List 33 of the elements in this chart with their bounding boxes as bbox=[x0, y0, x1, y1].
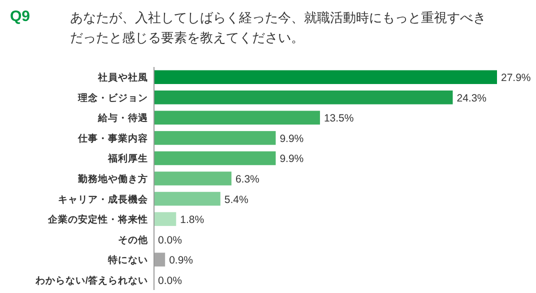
bar bbox=[154, 192, 220, 206]
y-tick-label: わからない/答えられない bbox=[34, 274, 148, 286]
data-label: 5.4% bbox=[224, 194, 248, 206]
data-label: 9.9% bbox=[280, 153, 304, 166]
y-tick-label: 企業の安定性・将来性 bbox=[47, 214, 148, 226]
data-label: 27.9% bbox=[501, 72, 531, 84]
bar bbox=[154, 172, 232, 186]
data-label: 0.0% bbox=[158, 234, 182, 246]
y-tick-label: キャリア・成長機会 bbox=[58, 193, 149, 206]
data-label: 9.9% bbox=[280, 132, 304, 145]
bar bbox=[154, 70, 497, 84]
y-tick-label: その他 bbox=[118, 234, 149, 246]
chart-subtitle: あなたが、入社してしばらく経った今、就職活動時にもっと重視すべきだったと感じる要素を教えてください。 bbox=[70, 9, 487, 47]
bar bbox=[154, 131, 276, 145]
y-tick-label: 福利厚生 bbox=[107, 152, 148, 165]
data-label: 1.8% bbox=[180, 214, 204, 226]
y-tick-label: 社員や社風 bbox=[97, 72, 148, 84]
data-label: 6.3% bbox=[235, 174, 260, 186]
y-tick-label: 特にない bbox=[107, 254, 148, 266]
text: Q9 bbox=[10, 8, 30, 25]
y-tick-label: 仕事・事業内容 bbox=[77, 132, 148, 144]
data-label: 24.3% bbox=[456, 92, 487, 104]
data-label: 0.0% bbox=[158, 274, 182, 287]
y-tick-label: 理念・ビジョン bbox=[77, 92, 148, 104]
bar bbox=[154, 252, 166, 266]
y-tick-label: 勤務地や働き方 bbox=[77, 173, 148, 185]
bar bbox=[154, 90, 453, 104]
bar bbox=[154, 212, 176, 226]
data-label: 13.5% bbox=[324, 112, 354, 125]
bar bbox=[154, 110, 320, 125]
data-label: 0.9% bbox=[169, 254, 193, 267]
bar bbox=[154, 151, 276, 166]
y-tick-label: 給与・待遇 bbox=[97, 112, 148, 124]
